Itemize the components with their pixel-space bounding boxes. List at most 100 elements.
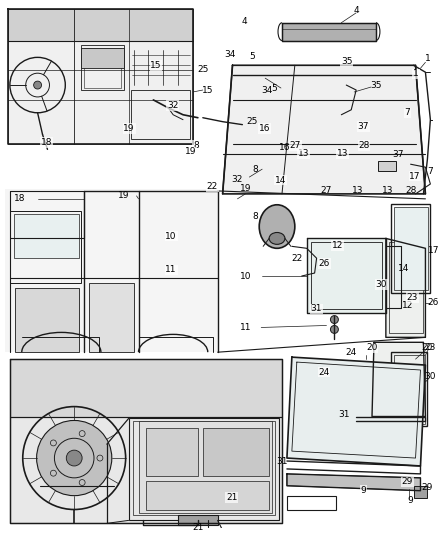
Bar [391,204,431,293]
Ellipse shape [236,120,255,128]
Text: 11: 11 [166,265,177,274]
Bar [378,161,396,171]
Polygon shape [89,283,134,352]
Bar [394,207,428,290]
Polygon shape [10,359,282,523]
Text: 7: 7 [404,108,410,117]
Bar [394,355,425,424]
Polygon shape [372,342,425,416]
Text: 21: 21 [226,493,237,502]
Bar [129,418,279,520]
Text: 16: 16 [279,143,291,152]
Bar [413,486,427,498]
Bar [146,429,198,476]
Bar [146,481,269,511]
Text: 5: 5 [250,52,255,61]
Text: 20: 20 [422,343,433,352]
Text: 13: 13 [336,149,348,158]
Text: 22: 22 [291,254,302,263]
Text: 14: 14 [275,176,286,185]
Bar [133,422,275,515]
Text: 24: 24 [346,348,357,357]
Text: 26: 26 [427,298,438,307]
Polygon shape [15,288,79,352]
Polygon shape [8,9,193,41]
Text: 27: 27 [290,141,301,150]
Text: 32: 32 [232,174,243,183]
Text: 24: 24 [318,368,330,377]
Polygon shape [138,422,272,513]
Bar [81,49,124,68]
Bar [81,45,124,90]
Bar [391,352,427,426]
Text: 13: 13 [297,149,309,158]
Text: 23: 23 [407,293,418,302]
Bar [203,429,269,476]
Text: 14: 14 [398,264,410,272]
Text: 12: 12 [332,241,343,250]
Polygon shape [287,357,425,466]
Polygon shape [287,474,420,491]
Bar [178,515,218,526]
Ellipse shape [259,205,295,248]
Text: 35: 35 [370,80,381,90]
Text: 5: 5 [271,84,277,93]
Text: 22: 22 [207,182,218,191]
Text: 25: 25 [247,117,258,126]
Text: 8: 8 [252,165,258,174]
Text: 34: 34 [261,85,273,94]
Text: 19: 19 [240,184,251,193]
Text: 8: 8 [252,212,258,221]
Text: 18: 18 [14,195,25,204]
Polygon shape [8,9,193,144]
Text: 29: 29 [422,483,433,492]
Polygon shape [10,359,282,416]
Text: 19: 19 [118,191,129,200]
Bar [287,496,336,511]
Text: 35: 35 [341,57,353,66]
Text: 26: 26 [318,259,330,268]
Text: 20: 20 [366,343,378,352]
Ellipse shape [37,421,112,496]
Text: 9: 9 [408,496,413,505]
Polygon shape [282,23,376,41]
Text: 8: 8 [193,141,199,150]
Text: 13: 13 [382,187,394,196]
Text: 15: 15 [150,61,162,70]
Text: 4: 4 [353,6,359,15]
Text: 1: 1 [424,54,430,63]
Text: 1: 1 [413,69,419,78]
Ellipse shape [66,450,82,466]
Text: 18: 18 [41,138,53,147]
Text: 31: 31 [276,457,288,465]
Text: 19: 19 [185,147,196,156]
Polygon shape [307,238,386,313]
Text: 12: 12 [402,301,413,310]
Ellipse shape [330,316,339,324]
Text: 21: 21 [192,523,204,532]
Text: 32: 32 [167,101,178,110]
Text: 25: 25 [197,65,208,74]
Text: 28: 28 [405,187,416,196]
Text: 37: 37 [392,150,403,159]
Polygon shape [386,238,425,337]
Text: 9: 9 [360,486,366,495]
Polygon shape [5,189,218,352]
Text: 28: 28 [358,141,370,150]
Text: 11: 11 [240,323,251,332]
Bar [311,243,382,309]
Text: 10: 10 [166,232,177,241]
Bar [131,90,190,140]
Text: 27: 27 [321,187,332,196]
Ellipse shape [34,81,42,89]
Text: 31: 31 [339,410,350,419]
Text: 31: 31 [311,304,322,313]
Text: 30: 30 [424,373,436,382]
Text: 13: 13 [353,187,364,196]
Text: 4: 4 [241,17,247,26]
Bar [389,243,424,334]
Polygon shape [223,65,425,194]
Text: 23: 23 [425,343,436,352]
Bar [84,49,121,88]
Text: 29: 29 [402,478,413,487]
